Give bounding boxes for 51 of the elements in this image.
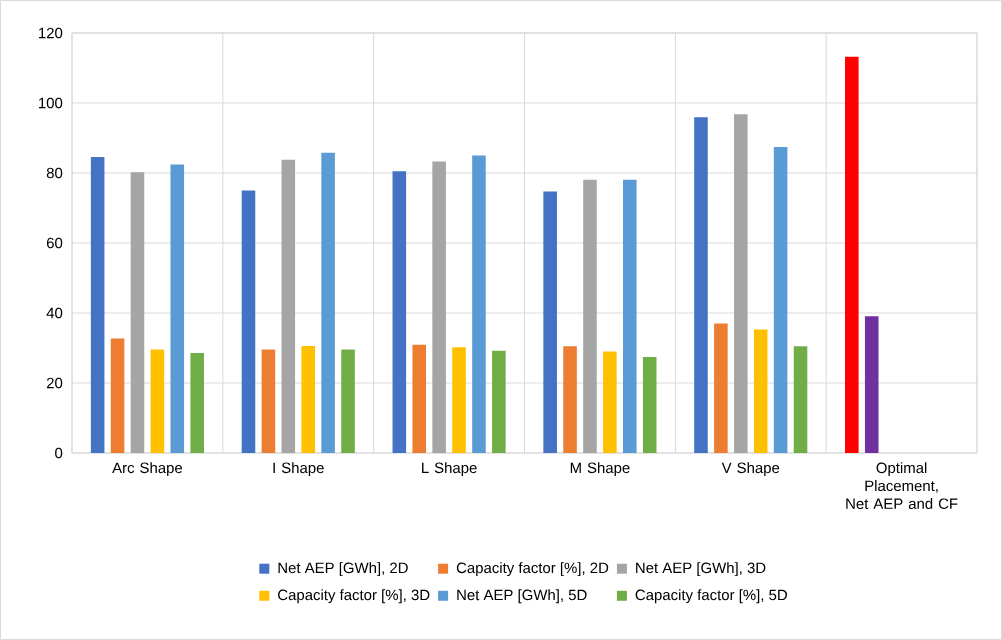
- bar: [793, 346, 808, 453]
- bar: [412, 344, 427, 453]
- x-tick-label: V Shape: [721, 462, 780, 477]
- legend-label: Capacity factor [%], 3D: [278, 589, 430, 604]
- y-tick-label: 0: [55, 447, 63, 459]
- bar: [472, 155, 486, 453]
- bar: [281, 159, 296, 453]
- bar: [773, 147, 788, 453]
- bar: [150, 349, 165, 453]
- x-tick-label: L Shape: [422, 462, 477, 477]
- bar: [321, 152, 335, 453]
- bar: [583, 179, 597, 453]
- x-tick-label: M Shape: [570, 462, 630, 477]
- bar: [694, 117, 708, 453]
- y-tick-label: 80: [46, 167, 63, 179]
- legend-label: Net AEP [GWh], 3D: [636, 562, 766, 577]
- bar: [341, 349, 355, 453]
- y-tick-label: 40: [46, 307, 63, 319]
- bar: [301, 345, 315, 453]
- bar: [190, 352, 204, 453]
- bar: [734, 114, 748, 453]
- legend-label: Capacity factor [%], 2D: [456, 562, 609, 577]
- bar: [392, 171, 407, 453]
- bar: [845, 56, 859, 453]
- bar: [432, 161, 446, 453]
- legend-label: Capacity factor [%], 5D: [635, 589, 787, 604]
- bar: [864, 316, 879, 453]
- bar: [603, 351, 617, 453]
- bar: [642, 357, 657, 453]
- y-tick-label: 100: [39, 97, 63, 109]
- legend-label: Net AEP [GWh], 2D: [278, 562, 408, 577]
- bar: [241, 190, 256, 453]
- bar: [492, 350, 506, 453]
- bar: [543, 191, 557, 453]
- bar: [110, 338, 125, 453]
- x-tick-label: I Shape: [273, 462, 324, 477]
- bar: [90, 156, 105, 453]
- bar: [170, 164, 185, 453]
- y-tick-label: 60: [46, 237, 63, 249]
- y-tick-label: 120: [39, 27, 63, 39]
- bar: [753, 329, 768, 453]
- bar: [452, 347, 466, 453]
- legend-label: Net AEP [GWh], 5D: [457, 589, 587, 604]
- x-tick-label: Optimal Placement, Net AEP and CF: [846, 462, 958, 509]
- bar: [130, 172, 145, 453]
- bar: [623, 179, 637, 453]
- y-tick-label: 20: [46, 377, 63, 389]
- bar: [714, 323, 728, 453]
- bar: [563, 346, 577, 453]
- bar: [261, 349, 276, 453]
- x-tick-label: Arc Shape: [112, 462, 183, 477]
